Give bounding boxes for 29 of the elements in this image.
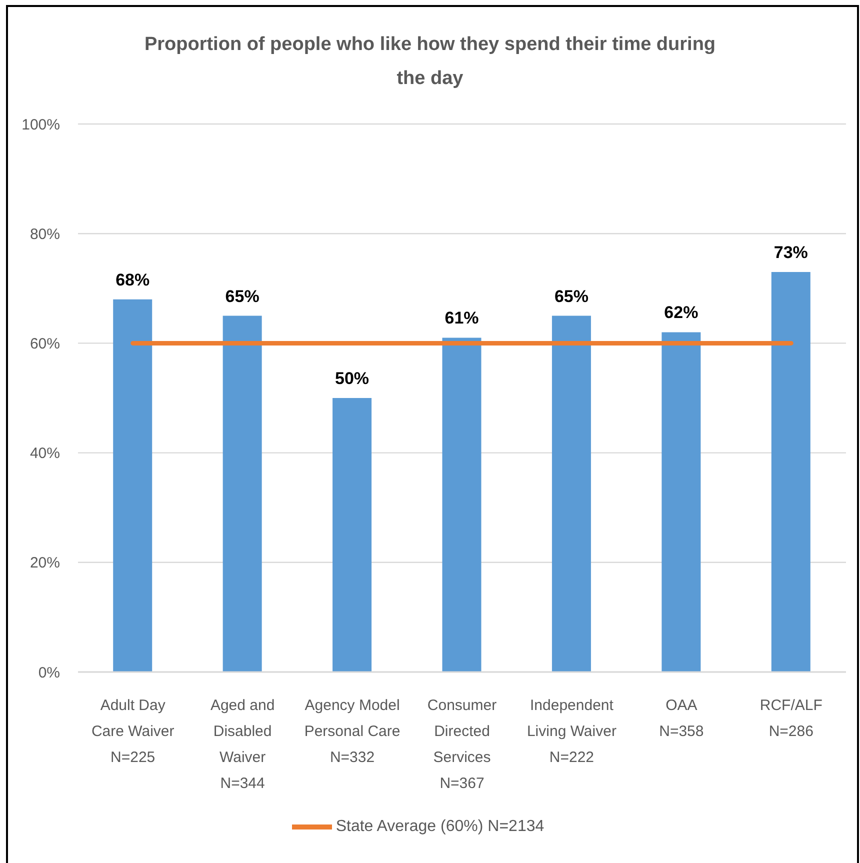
x-tick-label: OAA N=358	[659, 697, 704, 740]
data-label: 68%	[116, 270, 150, 290]
x-tick-label: Independent Living Waiver N=222	[526, 697, 616, 766]
bar	[771, 272, 810, 672]
data-label: 62%	[664, 303, 698, 322]
bar	[332, 398, 372, 672]
chart-title: Proportion of people who like how they spend their time during the day	[143, 33, 717, 91]
data-label: 65%	[225, 286, 260, 306]
y-tick-label: 0%	[38, 664, 60, 682]
x-tick-label: Aged and Disabled Waiver N=344	[210, 697, 275, 792]
data-label: 65%	[554, 286, 588, 306]
x-tick-label: Agency Model Personal Care N=332	[304, 697, 400, 766]
data-label: 73%	[774, 242, 808, 262]
y-tick-label: 60%	[30, 336, 60, 353]
y-tick-label: 40%	[30, 445, 60, 462]
y-tick-label: 20%	[30, 554, 60, 572]
x-tick-label: Adult Day Care Waiver N=225	[91, 697, 174, 766]
bar	[662, 332, 701, 672]
y-tick-label: 80%	[30, 226, 60, 243]
bar	[442, 338, 482, 672]
data-label: 61%	[444, 308, 479, 328]
x-tick-label: RCF/ALF N=286	[760, 697, 822, 740]
legend-label: State Average (60%) N=2134	[336, 818, 544, 836]
y-tick-label: 100%	[22, 116, 60, 134]
bar	[113, 299, 152, 672]
bar	[222, 316, 262, 672]
bar	[552, 316, 591, 672]
x-tick-label: Consumer Directed Services N=367	[427, 697, 497, 792]
data-label: 50%	[335, 369, 370, 388]
